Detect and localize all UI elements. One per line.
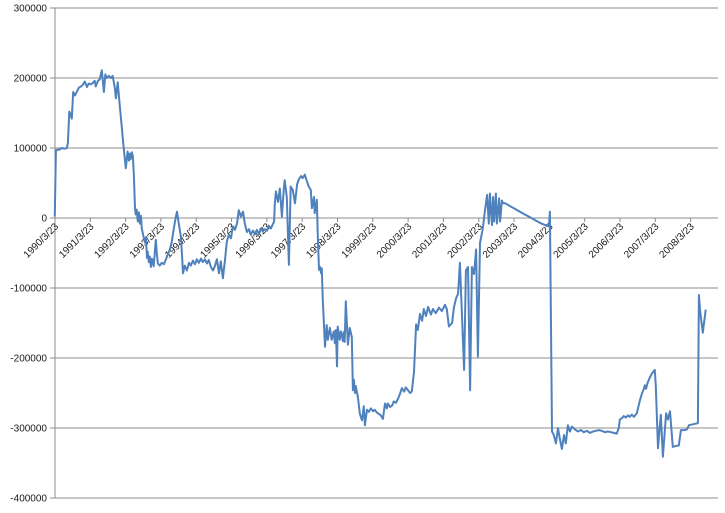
- x-axis-label: 2006/3/23: [587, 221, 627, 261]
- x-axis-label: 2003/3/23: [481, 221, 521, 261]
- x-axis-label: 1998/3/23: [304, 221, 344, 261]
- x-axis-label: 2001/3/23: [410, 221, 450, 261]
- y-axis-label: 0: [41, 214, 47, 225]
- x-axis-label: 2008/3/23: [658, 221, 698, 261]
- x-axis-label: 2007/3/23: [622, 221, 662, 261]
- y-axis-label: 100000: [14, 144, 48, 155]
- x-axis-label: 1992/3/23: [93, 221, 133, 261]
- x-axis-label: 1999/3/23: [340, 221, 380, 261]
- x-axis-label: 2000/3/23: [375, 221, 415, 261]
- y-axis-label: -100000: [10, 284, 47, 295]
- series-line: [53, 69, 707, 458]
- y-axis-label: 300000: [14, 4, 48, 15]
- y-axis-label: -300000: [10, 424, 47, 435]
- x-axis-label: 1991/3/23: [57, 221, 97, 261]
- y-axis-label: 200000: [14, 74, 48, 85]
- y-axis-label: -200000: [10, 354, 47, 365]
- y-axis-label: -400000: [10, 494, 47, 505]
- x-axis-label: 2005/3/23: [552, 221, 592, 261]
